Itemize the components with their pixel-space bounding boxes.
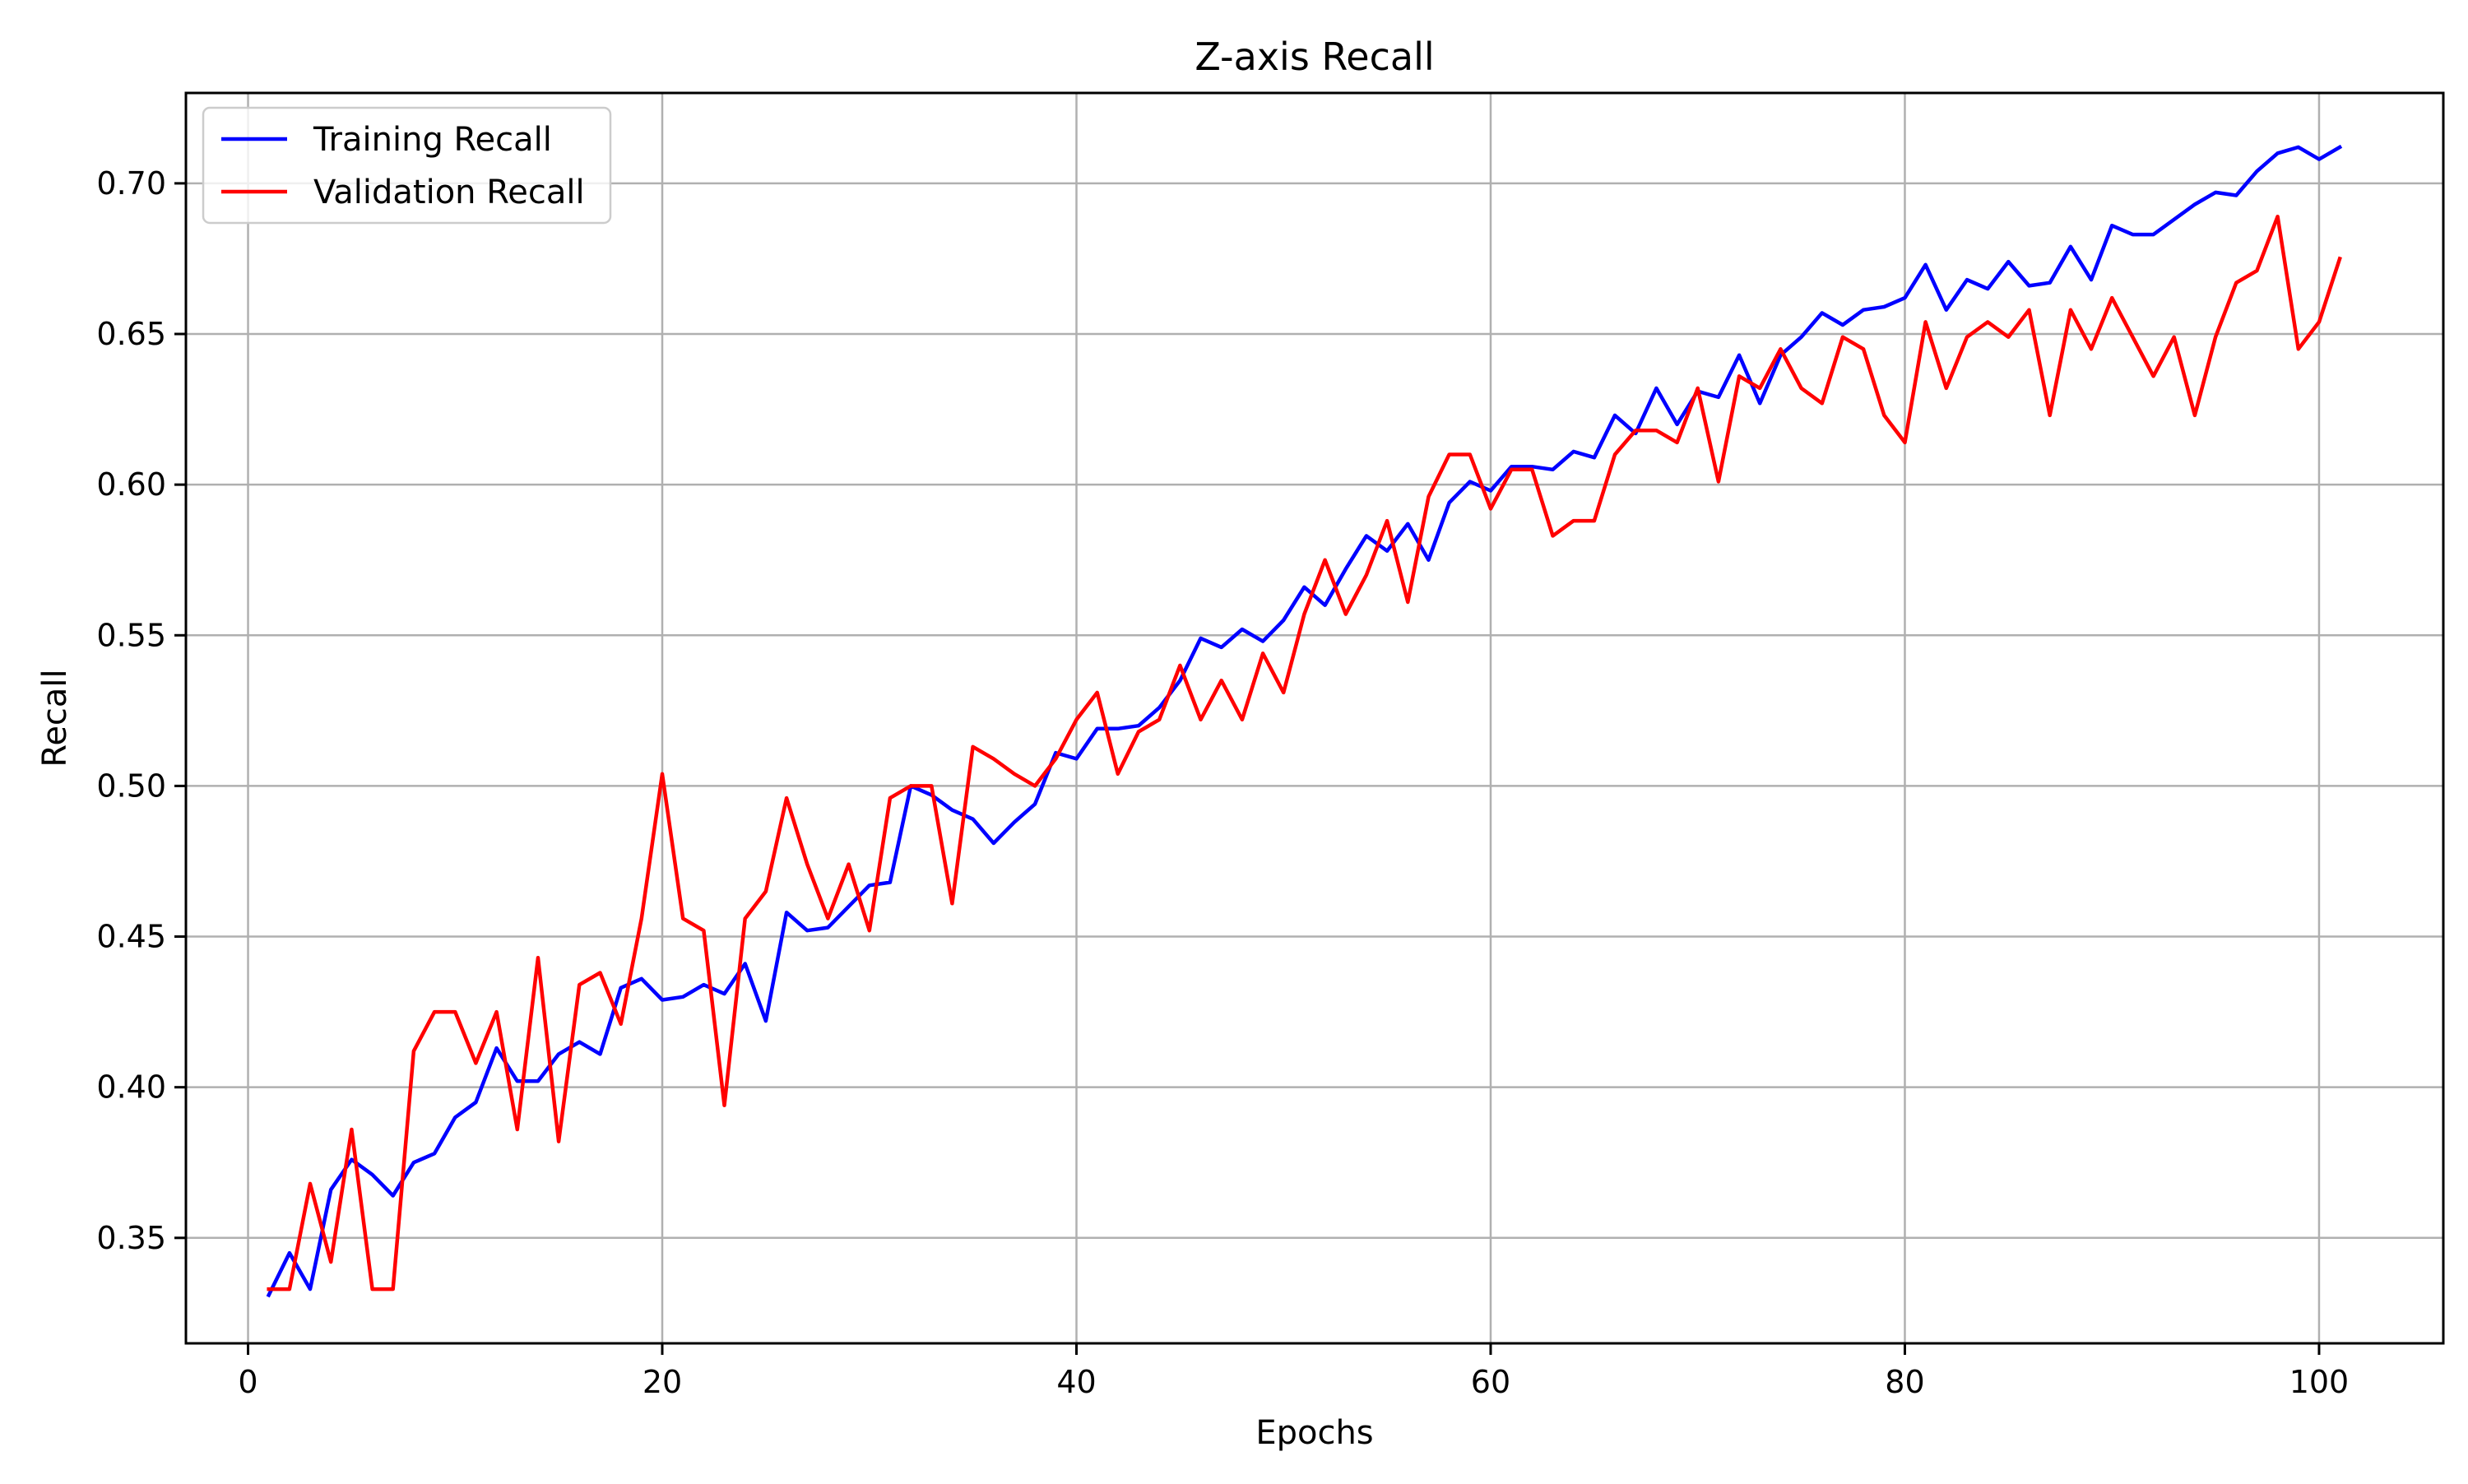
- x-tick-label: 60: [1471, 1364, 1510, 1400]
- legend: Training Recall Validation Recall: [202, 106, 612, 225]
- y-tick-label: 0.35: [96, 1220, 166, 1256]
- legend-label: Training Recall: [313, 121, 552, 159]
- y-tick-label: 0.70: [96, 165, 166, 202]
- legend-box: [202, 106, 612, 225]
- x-tick-label: 100: [2289, 1364, 2350, 1400]
- y-tick-label: 0.65: [96, 316, 166, 352]
- x-axis-label: Epochs: [1255, 1414, 1373, 1452]
- x-tick-label: 80: [1885, 1364, 1924, 1400]
- plot-frame: [184, 91, 2445, 1345]
- axis-ticks: 0 20 40 60 80 100 0.35 0.40 0.45 0.50 0.55 0.60 0.65…: [96, 165, 2349, 1400]
- x-tick-label: 40: [1056, 1364, 1096, 1400]
- y-axis-label: Recall: [36, 669, 74, 767]
- series-line-validation-recall: [267, 214, 2342, 1292]
- y-tick-label: 0.60: [96, 466, 166, 503]
- x-tick-label: 0: [238, 1364, 257, 1400]
- y-tick-label: 0.40: [96, 1069, 166, 1106]
- y-tick-label: 0.45: [96, 919, 166, 955]
- series-lines: [266, 144, 2343, 1298]
- x-tick-label: 20: [643, 1364, 682, 1400]
- legend-label: Validation Recall: [313, 174, 585, 211]
- y-tick-label: 0.50: [96, 768, 166, 804]
- y-tick-label: 0.55: [96, 617, 166, 653]
- chart-title: Z-axis Recall: [1195, 35, 1434, 79]
